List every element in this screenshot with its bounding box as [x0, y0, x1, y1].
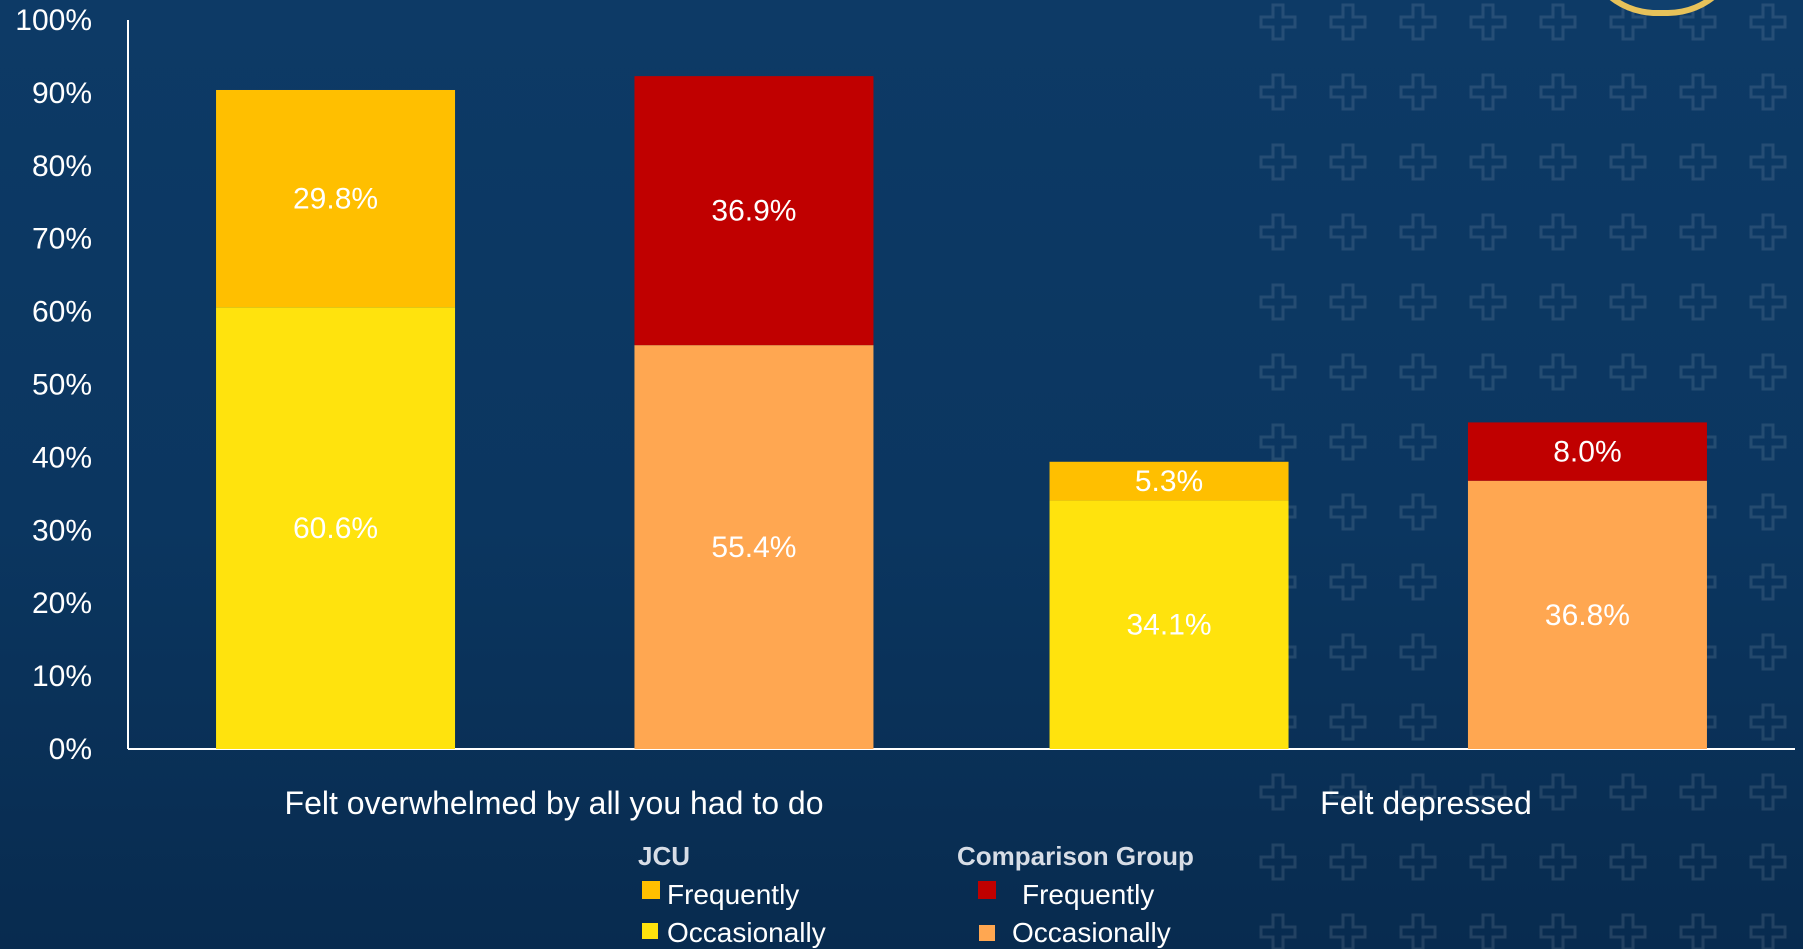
- y-tick-label: 40%: [32, 441, 92, 474]
- legend-swatch-comparison-occasionally: [979, 925, 995, 941]
- bar-segment-comparison-group-frequently: [634, 76, 874, 346]
- data-label: 36.8%: [1545, 599, 1630, 632]
- bar-segment-jcu-frequently: [1049, 461, 1289, 501]
- y-tick-label: 50%: [32, 369, 92, 402]
- bar-segment-jcu-occasionally: [216, 307, 456, 749]
- y-tick-label: 70%: [32, 223, 92, 256]
- bar-segment-jcu-occasionally: [1049, 500, 1289, 749]
- y-tick-label: 30%: [32, 514, 92, 547]
- legend-swatch-jcu-frequently: [642, 881, 660, 899]
- legend-label-jcu-occasionally: Occasionally: [667, 917, 826, 948]
- bar-segment-jcu-frequently: [216, 89, 456, 308]
- legend-comparison-title: Comparison Group: [957, 841, 1194, 871]
- legend-jcu-title: JCU: [638, 841, 690, 871]
- data-label: 34.1%: [1127, 609, 1212, 642]
- bars: 60.6% 29.8% 55.4% 36.9% 34.1% 5.3% 36.8% 8.0%: [216, 76, 1707, 749]
- category-labels: Felt overwhelmed by all you had to do Fel…: [285, 785, 1532, 821]
- y-tick-label: 60%: [32, 296, 92, 329]
- data-label: 55.4%: [711, 531, 796, 564]
- legend-label-comparison-frequently: Frequently: [1022, 879, 1154, 910]
- y-tick-label: 0%: [49, 733, 92, 766]
- y-tick-label: 10%: [32, 660, 92, 693]
- y-axis: 0% 10% 20% 30% 40% 50% 60% 70% 80% 90% 100%: [15, 4, 1795, 766]
- y-tick-label: 20%: [32, 587, 92, 620]
- legend-swatch-jcu-occasionally: [642, 923, 658, 939]
- bar-segment-comparison-group-occasionally: [634, 345, 874, 749]
- data-label: 60.6%: [293, 512, 378, 545]
- y-tick-label: 90%: [32, 77, 92, 110]
- legend: JCU Comparison Group Frequently Occasion…: [638, 841, 1194, 948]
- bar-segment-comparison-group-frequently: [1467, 422, 1707, 481]
- data-label: 5.3%: [1135, 465, 1203, 498]
- legend-label-comparison-occasionally: Occasionally: [1012, 917, 1171, 948]
- y-tick-label: 80%: [32, 150, 92, 183]
- bar-segment-comparison-group-occasionally: [1467, 480, 1707, 749]
- y-tick-label: 100%: [15, 4, 92, 37]
- data-label: 29.8%: [293, 183, 378, 216]
- category-label: Felt depressed: [1320, 785, 1532, 821]
- legend-label-jcu-frequently: Frequently: [667, 879, 799, 910]
- data-label: 36.9%: [711, 195, 796, 228]
- legend-swatch-comparison-frequently: [978, 881, 996, 899]
- category-label: Felt overwhelmed by all you had to do: [285, 785, 824, 821]
- data-label: 8.0%: [1553, 436, 1621, 469]
